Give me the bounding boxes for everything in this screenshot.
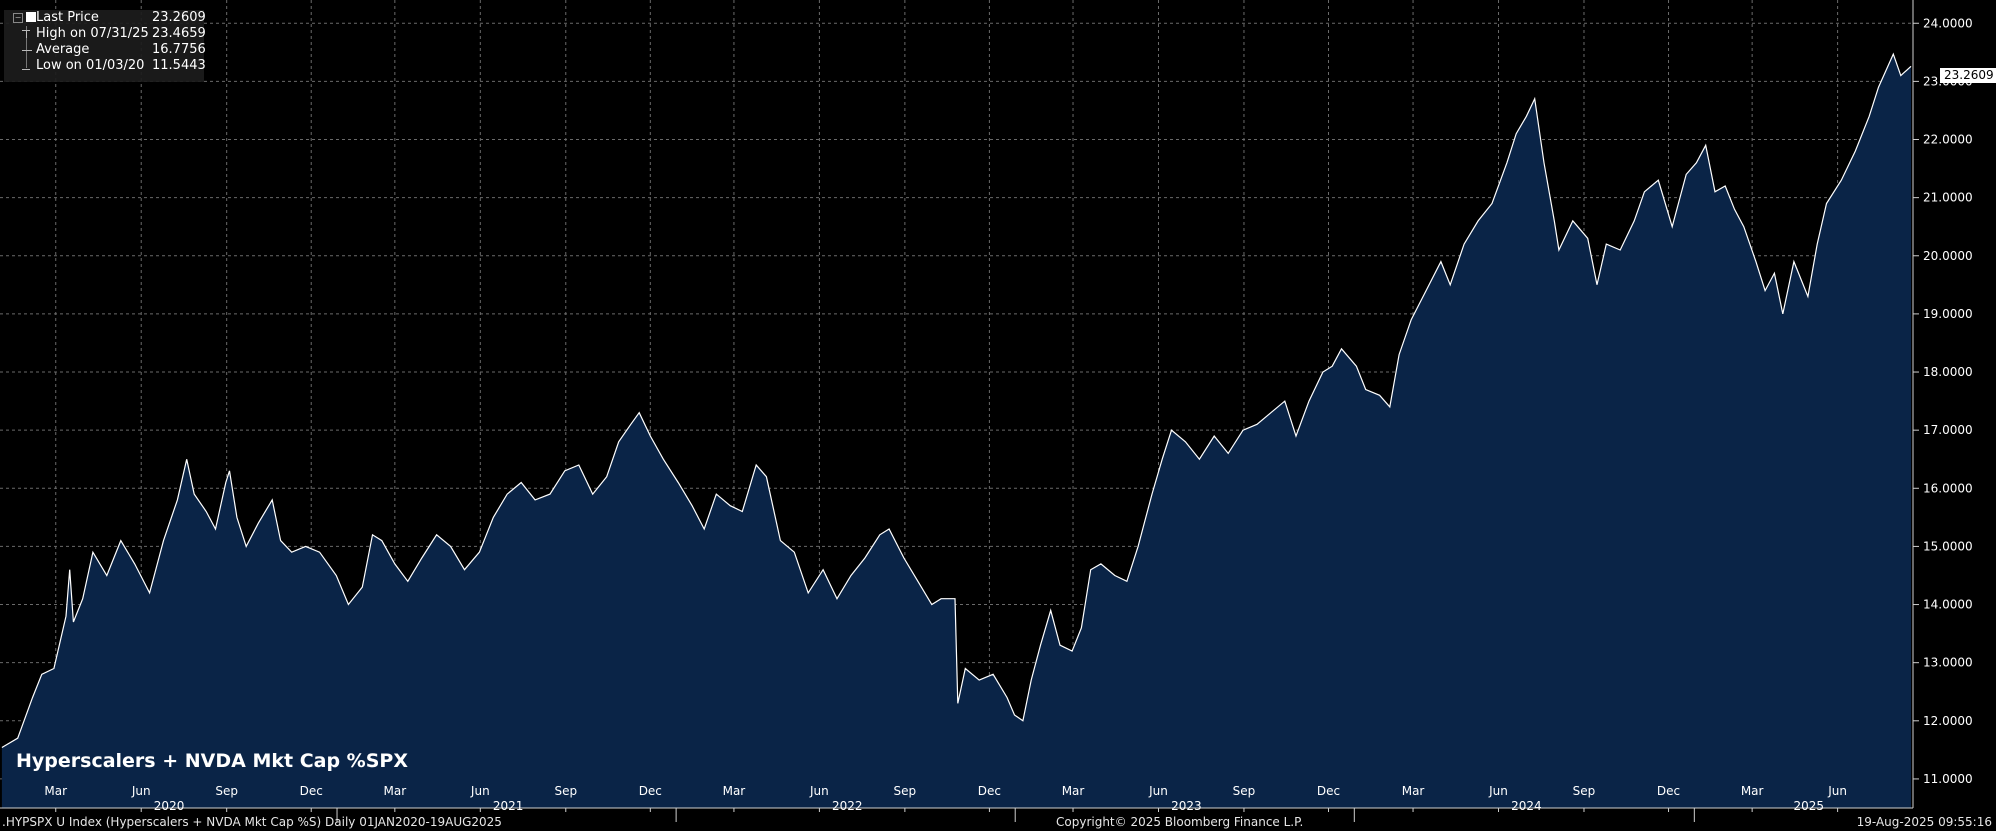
x-tick-label: Sep: [1573, 784, 1596, 798]
x-tick-label: Jun: [131, 784, 151, 798]
x-tick-label: Mar: [384, 784, 407, 798]
legend-value: 16.7756: [152, 42, 206, 57]
x-tick-label: Sep: [215, 784, 238, 798]
chart-title: Hyperscalers + NVDA Mkt Cap %SPX: [16, 750, 408, 772]
year-label: 2024: [1511, 799, 1542, 813]
legend-value: 23.4659: [152, 26, 206, 41]
x-tick-label: Dec: [1657, 784, 1680, 798]
x-tick-label: Mar: [723, 784, 746, 798]
x-tick-label: Jun: [809, 784, 829, 798]
x-tick-label: Sep: [554, 784, 577, 798]
x-tick-label: Mar: [1741, 784, 1764, 798]
y-tick-label: 13.0000: [1923, 656, 1973, 670]
legend-label: Average: [36, 42, 90, 57]
year-label: 2022: [832, 799, 863, 813]
x-tick-label: Dec: [639, 784, 662, 798]
y-tick-label: 22.0000: [1923, 133, 1973, 147]
x-tick-label: Dec: [1317, 784, 1340, 798]
legend-label: Last Price: [36, 10, 99, 25]
x-tick-label: Dec: [300, 784, 323, 798]
y-tick-label: 11.0000: [1923, 772, 1973, 786]
year-label: 2020: [154, 799, 185, 813]
x-tick-label: Jun: [1148, 784, 1168, 798]
year-label: 2021: [493, 799, 524, 813]
footer-timestamp: 19-Aug-2025 09:55:16: [1856, 815, 1992, 829]
legend-value: 11.5443: [152, 58, 206, 73]
legend-row-high: High on 07/31/25 23.4659: [4, 26, 206, 42]
x-tick-label: Jun: [1488, 784, 1508, 798]
x-tick-label: Jun: [1827, 784, 1847, 798]
low-marker-icon: [12, 58, 32, 74]
legend-row-low: Low on 01/03/20 11.5443: [4, 58, 206, 74]
footer-copyright: Copyright© 2025 Bloomberg Finance L.P.: [1056, 815, 1304, 829]
y-tick-label: 21.0000: [1923, 191, 1973, 205]
legend-label: Low on 01/03/20: [36, 58, 145, 73]
footer-security-description: .HYPSPX U Index (Hyperscalers + NVDA Mkt…: [2, 815, 502, 829]
year-label: 2023: [1171, 799, 1202, 813]
last-price-tag: 23.2609: [1940, 68, 1996, 83]
y-tick-label: 16.0000: [1923, 481, 1973, 495]
y-tick-label: 17.0000: [1923, 423, 1973, 437]
y-tick-label: 20.0000: [1923, 249, 1973, 263]
year-label: 2025: [1794, 799, 1825, 813]
y-tick-label: 12.0000: [1923, 714, 1973, 728]
x-tick-label: Mar: [44, 784, 67, 798]
x-tick-label: Sep: [894, 784, 917, 798]
legend-value: 23.2609: [152, 10, 206, 25]
average-marker-icon: [12, 42, 32, 58]
y-tick-label: 19.0000: [1923, 307, 1973, 321]
x-axis-ticks: Mar Jun Sep Dec Mar Jun Sep Dec Mar Jun Sep Dec Mar J…: [0, 784, 1913, 822]
x-tick-label: Mar: [1402, 784, 1425, 798]
chart-legend: − Last Price 23.2609 High on 07/31/25 23…: [4, 10, 206, 82]
y-tick-label: 14.0000: [1923, 598, 1973, 612]
y-tick-label: 18.0000: [1923, 365, 1973, 379]
x-tick-label: Dec: [978, 784, 1001, 798]
x-tick-label: Jun: [470, 784, 490, 798]
high-marker-icon: [12, 26, 32, 42]
legend-row-last-price: − Last Price 23.2609: [4, 10, 206, 26]
y-tick-label: 24.0000: [1923, 16, 1973, 30]
legend-row-average: Average 16.7756: [4, 42, 206, 58]
legend-square-icon: −: [12, 10, 36, 26]
y-axis-ticks: 11.0000 12.0000 13.0000 14.0000 15.0000 16.00…: [1913, 16, 1973, 786]
y-tick-label: 15.0000: [1923, 539, 1973, 553]
legend-label: High on 07/31/25: [36, 26, 149, 41]
price-area-fill: [1, 54, 1911, 809]
x-tick-label: Mar: [1062, 784, 1085, 798]
price-line: [1, 52, 1912, 749]
x-tick-label: Sep: [1233, 784, 1256, 798]
